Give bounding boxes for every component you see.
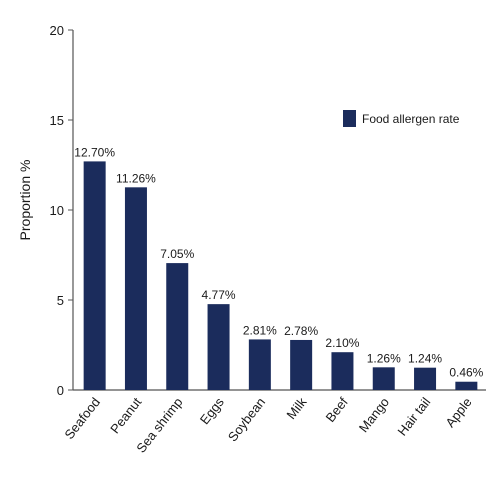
bars-group: [83, 161, 478, 390]
bar: [331, 352, 354, 390]
data-label: 2.10%: [325, 336, 359, 350]
data-label: 12.70%: [74, 145, 115, 159]
category-label: Soybean: [225, 395, 268, 445]
data-label: 1.26%: [367, 351, 401, 365]
data-label: 11.26%: [116, 171, 156, 185]
y-tick-label: 20: [50, 23, 64, 38]
data-label: 4.77%: [202, 288, 236, 302]
data-label: 2.81%: [243, 323, 277, 337]
category-label: Peanut: [107, 394, 144, 436]
legend: Food allergen rate: [343, 110, 460, 127]
bar: [83, 161, 106, 390]
y-tick-label: 15: [50, 113, 64, 128]
category-label: Apple: [442, 395, 474, 430]
data-labels-group: 12.70%11.26% 7.05% 4.77% 2.81% 2.78% 2.10% 1.2…: [74, 145, 483, 379]
category-label: Hair tail: [394, 395, 433, 439]
y-tick-label: 10: [50, 203, 64, 218]
bar: [207, 304, 230, 390]
legend-swatch: [343, 110, 356, 127]
category-label: Milk: [283, 394, 309, 422]
data-label: 0.46%: [449, 366, 483, 380]
y-tick-label: 0: [57, 383, 64, 398]
category-label: Beef: [323, 394, 352, 425]
y-axis-ticks: 0 5 10 15 20: [50, 23, 73, 398]
bar: [124, 187, 147, 390]
data-label: 1.24%: [408, 352, 442, 366]
bar: [166, 263, 189, 390]
category-label: Mango: [356, 395, 392, 436]
data-label: 7.05%: [160, 247, 194, 261]
bar: [290, 339, 313, 390]
bar: [455, 381, 478, 390]
bar: [248, 339, 271, 390]
bar: [414, 367, 437, 390]
y-tick-label: 5: [57, 293, 64, 308]
data-label: 2.78%: [284, 324, 318, 338]
category-label: Seafood: [61, 395, 103, 442]
category-label: Eggs: [197, 394, 227, 427]
legend-label: Food allergen rate: [362, 112, 460, 126]
bar: [372, 367, 395, 390]
y-axis-title: Proportion %: [17, 160, 33, 241]
